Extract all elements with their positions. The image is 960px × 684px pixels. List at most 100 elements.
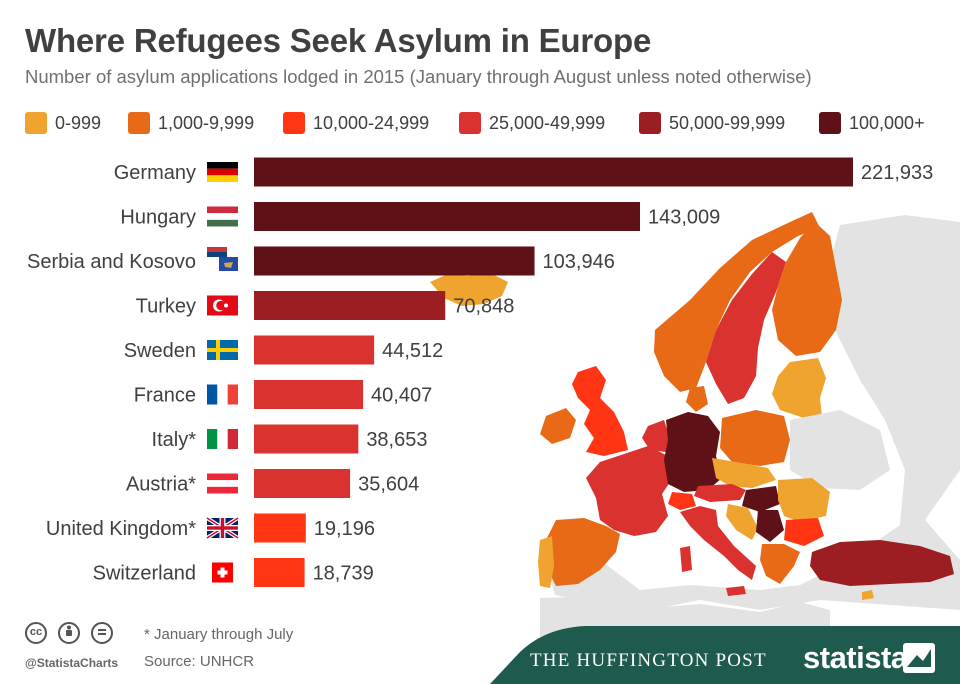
map-uk — [572, 366, 628, 456]
france-flag — [207, 384, 238, 405]
legend-swatch — [283, 112, 305, 134]
bar — [254, 424, 359, 454]
map-romania — [778, 478, 830, 522]
bar — [254, 246, 535, 276]
sweden-flag — [207, 340, 238, 360]
austria-flag — [207, 473, 238, 494]
nd-icon — [91, 622, 113, 644]
category-label: Austria* — [126, 474, 196, 496]
legend-label: 10,000-24,999 — [313, 112, 430, 133]
map-hungary — [742, 486, 780, 512]
value-label: 143,009 — [648, 207, 720, 229]
category-label: Switzerland — [93, 563, 196, 585]
page-subtitle: Number of asylum applications lodged in … — [25, 66, 812, 87]
map-ireland — [540, 408, 576, 444]
legend-swatch — [819, 112, 841, 134]
germany-flag — [207, 162, 238, 182]
bar — [254, 291, 446, 320]
category-label: Germany — [114, 162, 196, 184]
page-title: Where Refugees Seek Asylum in Europe — [25, 22, 652, 59]
map-italy — [680, 506, 756, 580]
serbia-kosovo-flag — [207, 247, 238, 271]
map-norway — [654, 212, 820, 392]
legend-swatch — [25, 112, 47, 134]
bar — [254, 469, 351, 498]
value-label: 19,196 — [314, 518, 375, 540]
value-label: 70,848 — [453, 296, 514, 318]
map-cyprus — [862, 590, 874, 600]
by-icon — [58, 622, 80, 644]
map-turkey — [810, 540, 954, 586]
legend-item: 25,000-49,999 — [459, 110, 605, 136]
map-islands — [680, 546, 746, 596]
map-bulgaria — [784, 518, 824, 546]
bar — [254, 335, 375, 365]
italy-flag — [207, 429, 238, 449]
statista-logo: statista — [803, 640, 908, 675]
legend-label: 100,000+ — [849, 112, 925, 133]
bar — [254, 380, 364, 409]
bar — [254, 202, 640, 231]
category-label: Hungary — [120, 207, 196, 229]
map-serbia — [756, 510, 784, 542]
legend-label: 25,000-49,999 — [489, 112, 606, 133]
legend-label: 0-999 — [55, 112, 102, 133]
map-denmark — [686, 386, 708, 412]
category-label: Italy* — [152, 429, 197, 451]
map-czech-slovakia — [712, 458, 776, 488]
map-germany — [664, 412, 722, 492]
map-switzerland — [668, 492, 696, 510]
map-poland — [720, 410, 790, 466]
legend-item: 100,000+ — [819, 110, 925, 136]
legend-label: 1,000-9,999 — [158, 112, 255, 133]
legend-swatch — [639, 112, 661, 134]
statista-logo-icon — [903, 643, 935, 673]
value-label: 221,933 — [861, 162, 933, 184]
bar — [254, 513, 306, 543]
map-austria — [694, 484, 746, 502]
legend-swatch — [459, 112, 481, 134]
category-label: Serbia and Kosovo — [27, 251, 196, 273]
statista-handle: @StatistaCharts — [25, 656, 119, 670]
category-label: United Kingdom* — [46, 518, 196, 540]
value-label: 18,739 — [313, 563, 374, 585]
legend-swatch — [128, 112, 150, 134]
legend-item: 0-999 — [25, 110, 101, 136]
source-note: Source: UNHCR — [144, 653, 255, 670]
legend-item: 10,000-24,999 — [283, 110, 429, 136]
map-greece — [760, 544, 800, 584]
map-east — [790, 410, 890, 490]
value-label: 44,512 — [382, 340, 443, 362]
bar — [254, 558, 305, 587]
map-baltics — [772, 358, 826, 418]
map-balkans — [726, 504, 758, 540]
legend-label: 50,000-99,999 — [669, 112, 786, 133]
legend: 0-999 1,000-9,999 10,000-24,999 25,000-4… — [25, 110, 955, 136]
footnote: * January through July — [144, 626, 294, 643]
turkey-flag — [207, 295, 238, 316]
legend-item: 1,000-9,999 — [128, 110, 254, 136]
value-label: 40,407 — [371, 385, 432, 407]
map-benelux — [642, 420, 670, 452]
bar — [254, 157, 853, 187]
map-finland — [772, 222, 842, 356]
cc-icon: cc — [25, 622, 47, 644]
footer-band — [490, 626, 960, 684]
value-label: 35,604 — [358, 474, 419, 496]
map-sweden — [706, 252, 786, 404]
legend-item: 50,000-99,999 — [639, 110, 785, 136]
category-label: Sweden — [124, 340, 196, 362]
map-iceland — [430, 272, 508, 306]
map-spain — [546, 518, 620, 586]
map-portugal — [538, 536, 554, 588]
value-label: 103,946 — [543, 251, 615, 273]
map-france — [586, 446, 674, 536]
category-label: Turkey — [136, 296, 196, 318]
huffington-post-logo: THE HUFFINGTON POST — [530, 650, 767, 671]
uk-flag — [205, 516, 240, 540]
category-label: France — [134, 385, 196, 407]
switzerland-flag — [212, 562, 233, 583]
map-background-land — [545, 215, 960, 612]
